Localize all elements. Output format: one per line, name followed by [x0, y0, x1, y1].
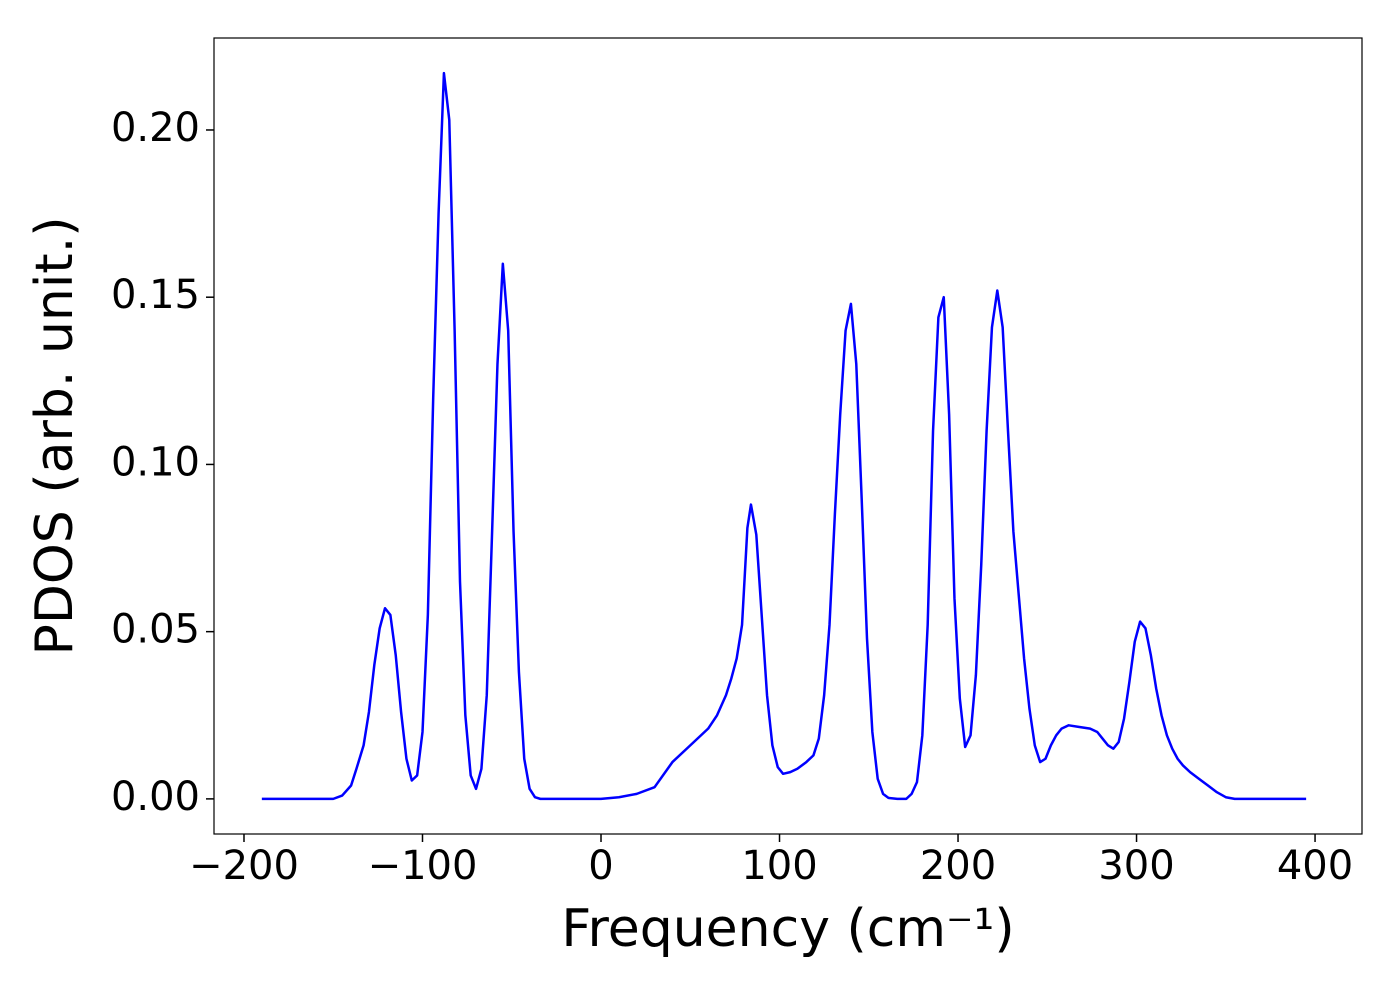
x-tick-label: −200 — [189, 843, 299, 889]
x-tick-label: 0 — [588, 843, 613, 889]
y-tick-label: 0.20 — [111, 105, 200, 151]
data-line — [261, 71, 1307, 801]
x-tick-label: 400 — [1277, 843, 1353, 889]
x-tick-label: 200 — [920, 843, 996, 889]
x-tick-label: −100 — [368, 843, 478, 889]
y-tick-label: 0.15 — [111, 272, 200, 318]
plot-frame — [213, 37, 1363, 835]
y-axis-label: PDOS (arb. unit.) — [25, 216, 85, 655]
y-tick-label: 0.10 — [111, 439, 200, 485]
y-tick-label: 0.05 — [111, 607, 200, 653]
x-tick-label: 100 — [741, 843, 817, 889]
y-tick-label: 0.00 — [111, 774, 200, 820]
x-tick-label: 300 — [1098, 843, 1174, 889]
x-axis-label: Frequency (cm⁻¹) — [561, 899, 1014, 959]
